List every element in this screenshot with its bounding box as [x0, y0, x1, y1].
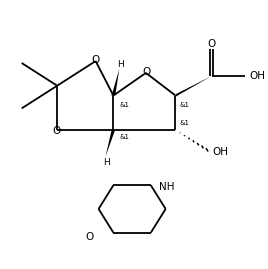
Text: OH: OH	[212, 147, 228, 157]
Text: O: O	[52, 126, 60, 136]
Text: &1: &1	[119, 102, 129, 108]
Text: &1: &1	[180, 102, 189, 108]
Polygon shape	[106, 129, 115, 157]
Text: O: O	[91, 55, 100, 65]
Polygon shape	[174, 76, 212, 97]
Text: O: O	[208, 39, 216, 49]
Text: O: O	[85, 232, 94, 242]
Text: O: O	[143, 67, 151, 77]
Text: H: H	[117, 59, 124, 69]
Text: OH: OH	[250, 71, 265, 81]
Text: NH: NH	[159, 182, 174, 192]
Polygon shape	[111, 69, 119, 96]
Text: &1: &1	[119, 134, 129, 140]
Text: &1: &1	[180, 120, 189, 126]
Text: H: H	[103, 158, 110, 167]
